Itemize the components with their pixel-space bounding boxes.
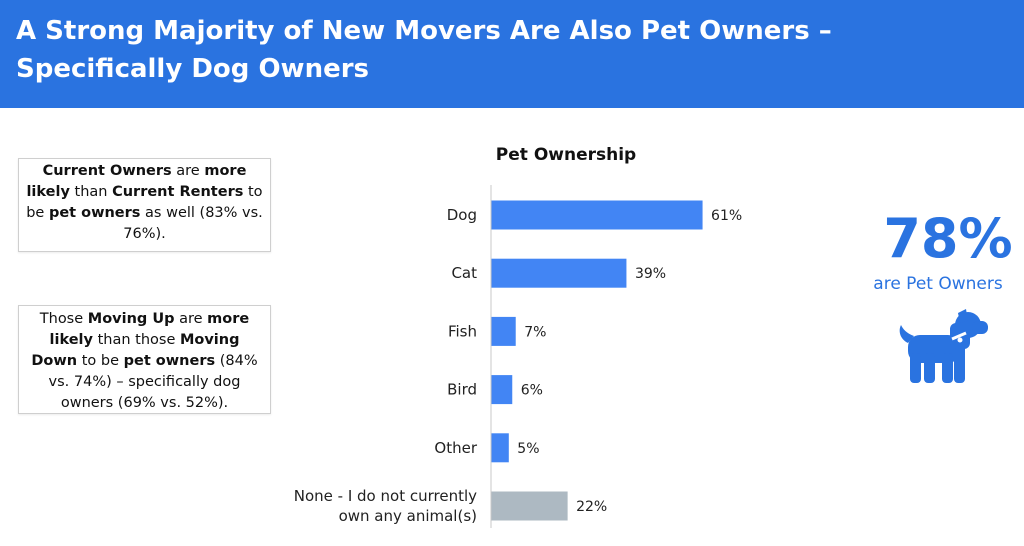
value-label: 39% xyxy=(635,266,666,282)
callout-text-segment: are xyxy=(171,163,205,179)
bar xyxy=(491,375,513,405)
callout-text-segment: to be xyxy=(77,353,124,369)
category-label: None - I do not currently xyxy=(294,487,477,505)
bar xyxy=(491,258,627,288)
header-banner: A Strong Majority of New Movers Are Also… xyxy=(0,0,1024,108)
callout-text-segment: Current Renters xyxy=(112,184,244,200)
page-title: A Strong Majority of New Movers Are Also… xyxy=(16,16,832,84)
chart-title: Pet Ownership xyxy=(496,145,636,165)
pet-owners-percentage: 78% xyxy=(883,207,1013,270)
callout-text-segment: Those xyxy=(39,311,88,327)
callout-text-segment: as well (83% vs. 76%). xyxy=(123,205,263,242)
value-label: 22% xyxy=(576,499,607,515)
callout-text-segment: than those xyxy=(92,332,180,348)
callout-text: Current Owners are more likely than Curr… xyxy=(19,161,270,245)
callout-owners-vs-renters: Current Owners are more likely than Curr… xyxy=(18,158,271,252)
value-label: 5% xyxy=(517,441,539,457)
callout-text-segment: than xyxy=(69,184,113,200)
bar xyxy=(491,491,568,521)
callout-text-segment: to be xyxy=(26,184,263,221)
category-label: Bird xyxy=(447,381,477,399)
bar xyxy=(491,200,703,230)
bar xyxy=(491,316,516,346)
value-label: 61% xyxy=(711,208,742,224)
callout-text-segment: more likely xyxy=(26,163,247,200)
callout-text-segment: more likely xyxy=(49,311,250,348)
category-label: own any animal(s) xyxy=(339,507,477,525)
callout-text-segment: are xyxy=(174,311,208,327)
callout-text: Those Moving Up are more likely than tho… xyxy=(19,309,270,414)
category-label: Dog xyxy=(447,206,477,224)
category-label: Other xyxy=(434,439,477,457)
value-label: 6% xyxy=(521,383,543,399)
callout-text-segment: (84% vs. 74%) – specifically dog owners … xyxy=(48,353,258,411)
value-label: 7% xyxy=(524,324,546,340)
category-label: Fish xyxy=(448,322,477,340)
category-label: Cat xyxy=(451,264,477,282)
pet-owners-caption: are Pet Owners xyxy=(873,274,1003,294)
callout-text-segment: Current Owners xyxy=(42,163,172,179)
bar xyxy=(491,433,509,463)
callout-moving-up-vs-down: Those Moving Up are more likely than tho… xyxy=(18,305,271,414)
callout-text-segment: Moving Up xyxy=(87,311,175,327)
dog-icon xyxy=(899,309,988,383)
callout-text-segment: pet owners xyxy=(48,205,141,221)
callout-text-segment: pet owners xyxy=(123,353,216,369)
callout-text-segment: Moving Down xyxy=(31,332,240,369)
